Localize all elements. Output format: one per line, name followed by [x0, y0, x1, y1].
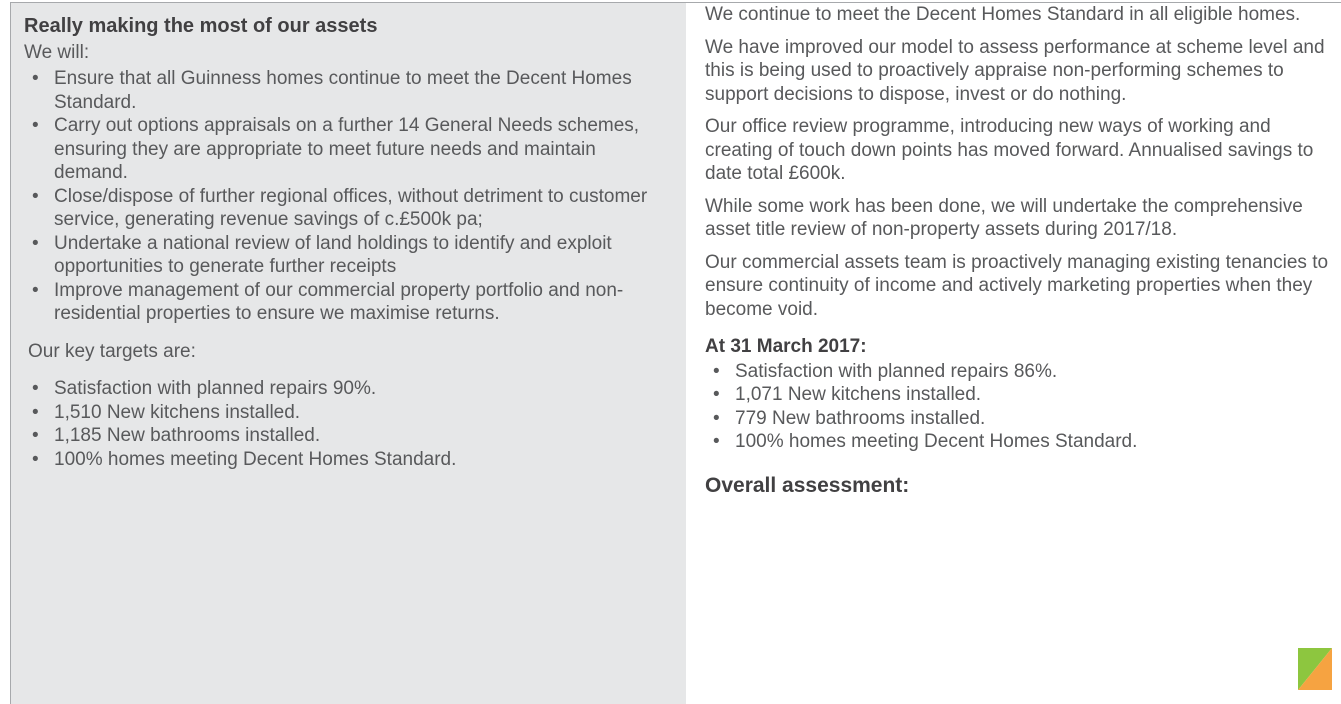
target: 100% homes meeting Decent Homes Standard… [24, 448, 654, 472]
paragraph: While some work has been done, we will u… [705, 195, 1303, 241]
intro: We will: [24, 41, 90, 63]
progress-column: We continue to meet the Decent Homes Sta… [705, 3, 1335, 498]
target: 1,185 New bathrooms installed. [24, 424, 654, 448]
targets-panel: Really making the most of our assets We … [10, 2, 686, 704]
assessment-heading: Overall assessment: [705, 473, 910, 497]
bullet: Improve management of our commercial pro… [24, 279, 654, 326]
bullet: Close/dispose of further regional office… [24, 185, 654, 232]
status-item: 100% homes meeting Decent Homes Standard… [705, 430, 1335, 454]
assessment-icon [1298, 648, 1332, 690]
status-heading: At 31 March 2017: [705, 336, 867, 357]
paragraph: Our office review programme, introducing… [705, 116, 1314, 184]
bullet: Carry out options appraisals on a furthe… [24, 114, 654, 185]
status-item: 1,071 New kitchens installed. [705, 383, 1335, 407]
paragraph: We continue to meet the Decent Homes Sta… [705, 4, 1301, 25]
status-item: 779 New bathrooms installed. [705, 407, 1335, 431]
paragraphs: We continue to meet the Decent Homes Sta… [705, 3, 1335, 321]
paragraph: Our commercial assets team is proactivel… [705, 251, 1329, 320]
target-list: Satisfaction with planned repairs 90%.1,… [24, 377, 654, 471]
status-list: Satisfaction with planned repairs 86%.1,… [705, 360, 1335, 454]
paragraph: We have improved our model to assess per… [705, 36, 1325, 105]
bullet: Ensure that all Guinness homes continue … [24, 67, 654, 114]
targets-intro: Our key targets are: [28, 340, 196, 362]
panel-heading: Really making the most of our assets [24, 15, 378, 37]
bullet: Undertake a national review of land hold… [24, 232, 654, 279]
status-item: Satisfaction with planned repairs 86%. [705, 360, 1335, 384]
target: Satisfaction with planned repairs 90%. [24, 377, 654, 401]
bullet-list: Ensure that all Guinness homes continue … [24, 67, 654, 326]
icon-orange [1298, 648, 1332, 690]
target: 1,510 New kitchens installed. [24, 401, 654, 425]
divider [686, 2, 1341, 3]
